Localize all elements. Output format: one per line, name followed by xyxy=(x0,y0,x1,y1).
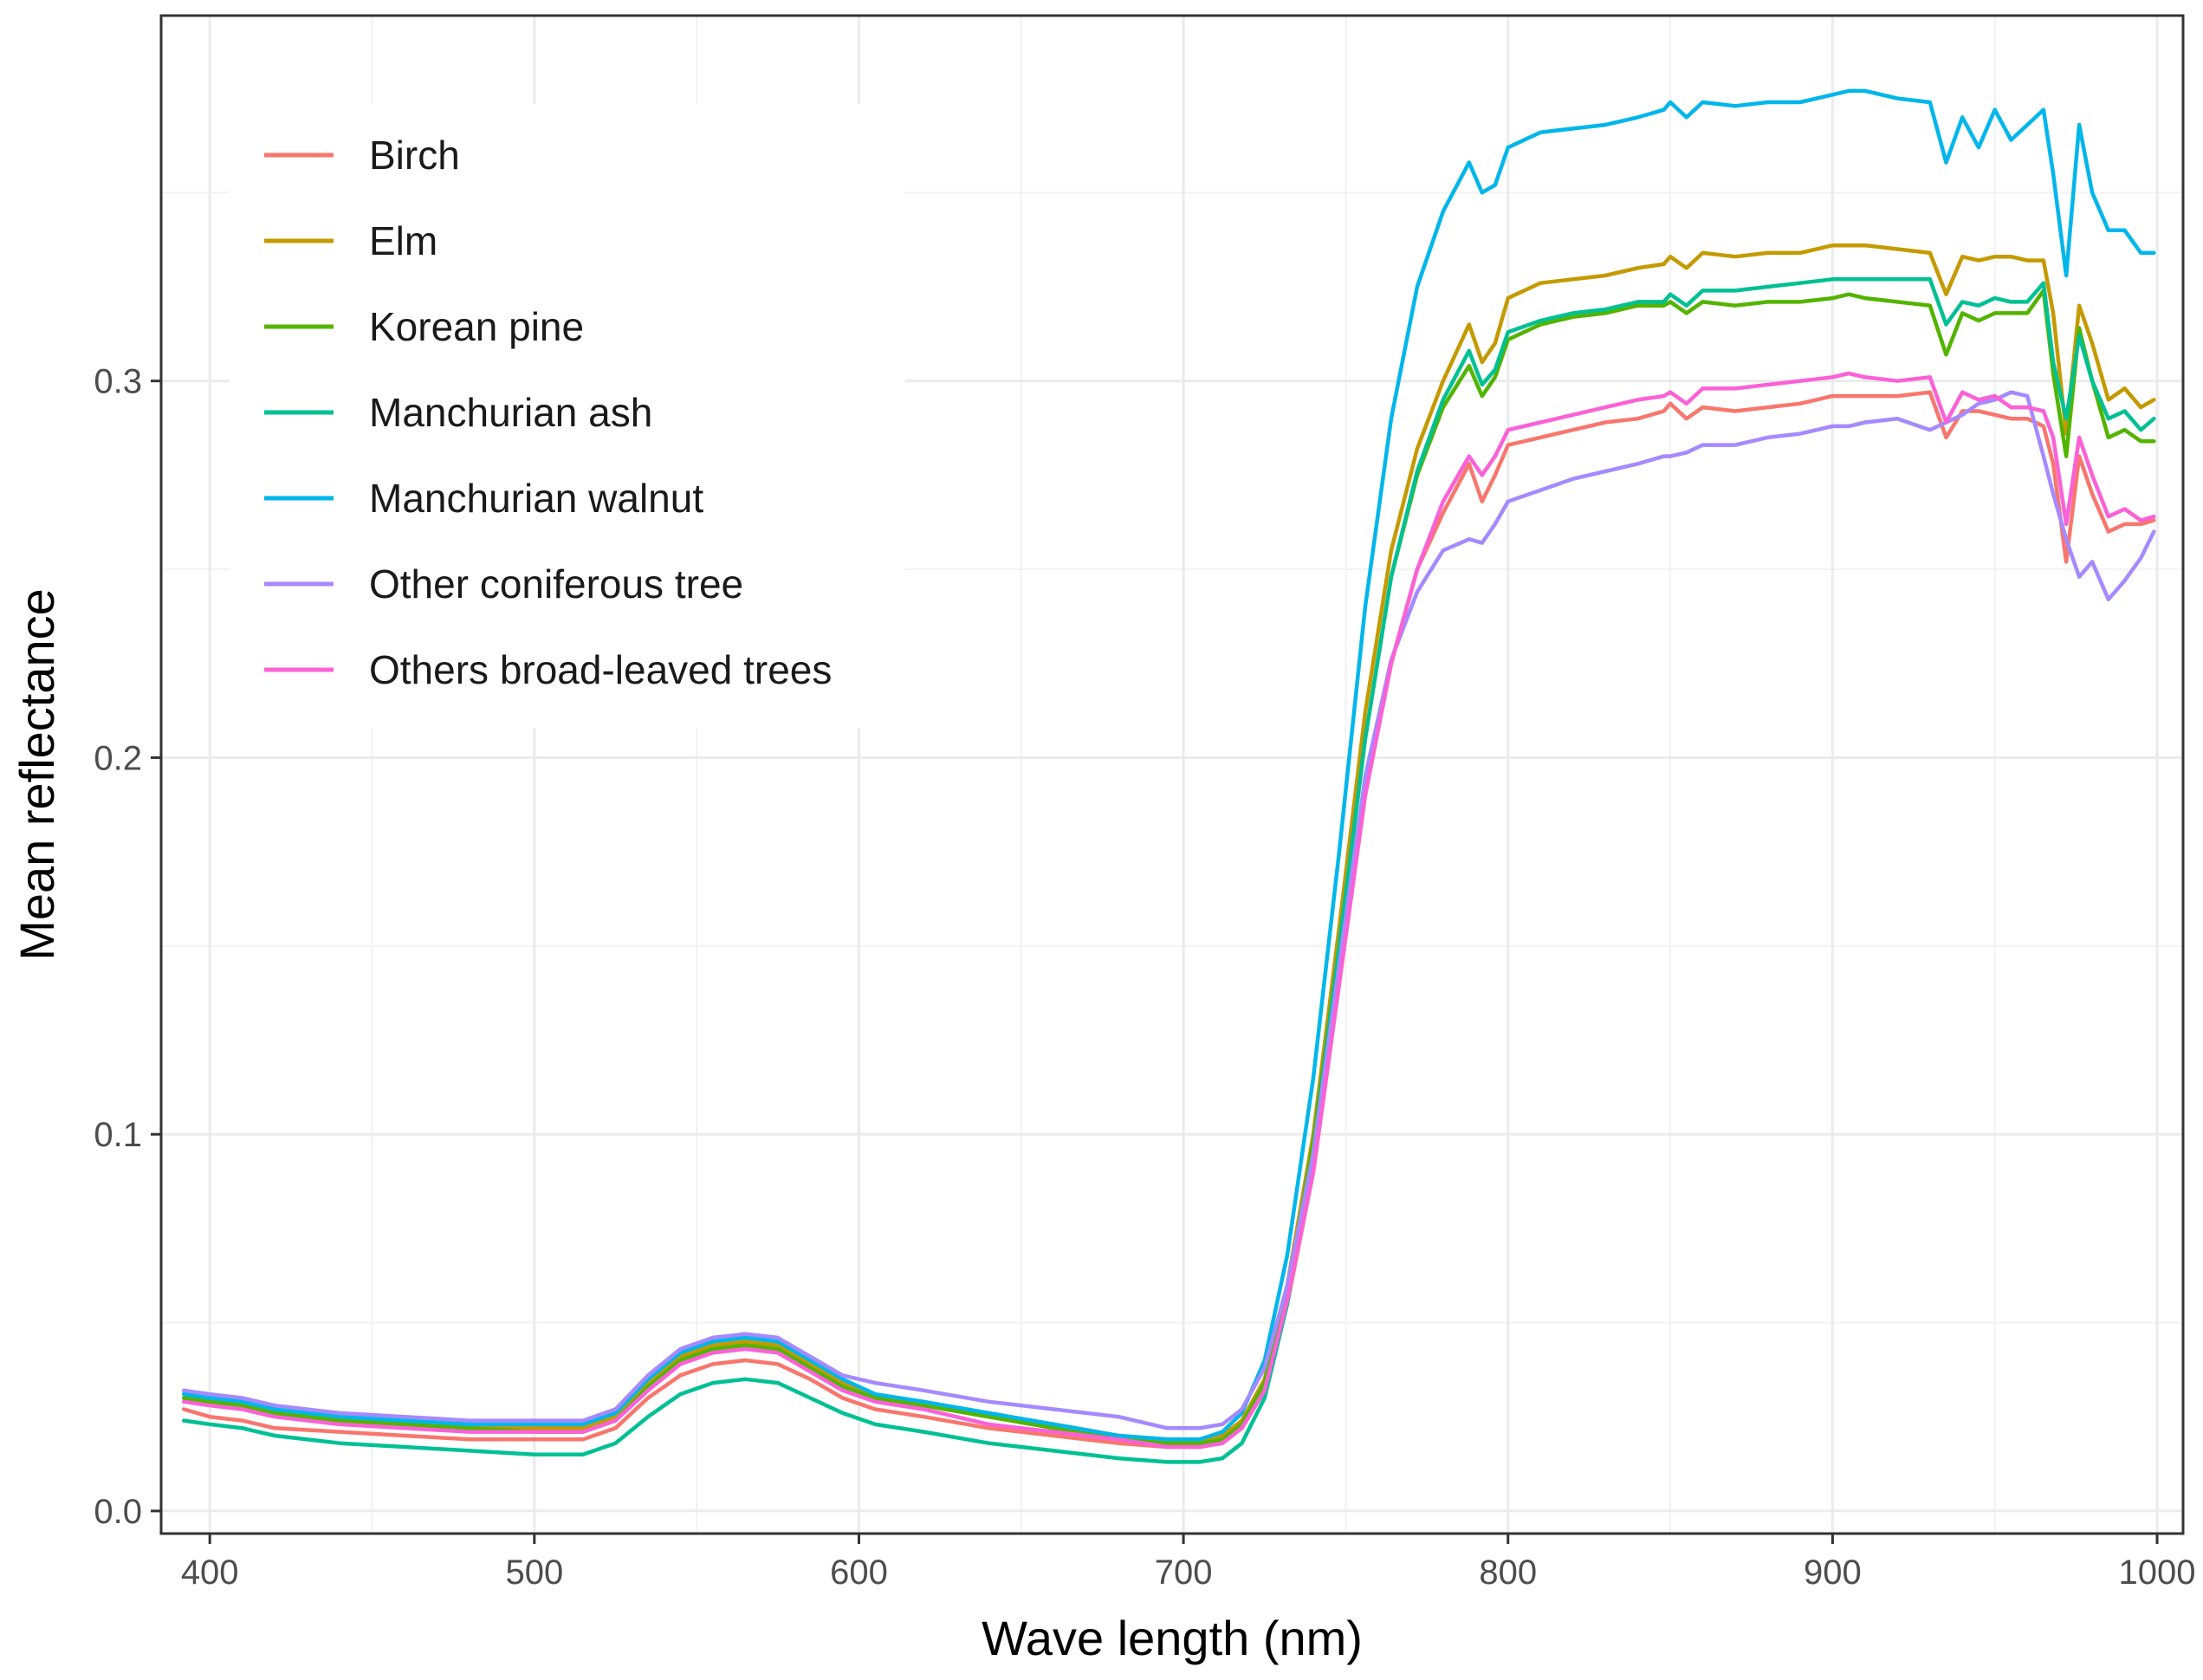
legend-label-elm: Elm xyxy=(369,218,437,263)
series-line-manchurian-ash xyxy=(181,277,2156,1464)
legend-box xyxy=(230,104,905,728)
legend-label-manchurian-walnut: Manchurian walnut xyxy=(369,476,703,521)
series-line-others-broad-leaved-trees xyxy=(181,371,2156,1450)
legend-label-manchurian-ash: Manchurian ash xyxy=(369,390,652,435)
legend-label-others-broad-leaved-trees: Others broad-leaved trees xyxy=(369,647,832,692)
x-tick-label: 400 xyxy=(181,1554,239,1592)
x-tick-label: 600 xyxy=(830,1554,888,1592)
y-tick-label: 0.2 xyxy=(94,739,142,777)
x-tick-label: 900 xyxy=(1804,1554,1862,1592)
x-tick-label: 800 xyxy=(1479,1554,1537,1592)
series-line-other-coniferous-tree xyxy=(181,390,2156,1430)
series-lines xyxy=(181,88,2156,1464)
legend-label-other-coniferous-tree: Other coniferous tree xyxy=(369,561,743,606)
y-axis-title: Mean reflectance xyxy=(10,588,64,961)
y-tick-label: 0.0 xyxy=(94,1493,142,1531)
legend: Birch Elm Korean pine Manchurian ash Manchur… xyxy=(230,104,905,728)
grid-minor xyxy=(161,16,2183,1534)
y-axis: 0.0 0.1 0.2 0.3 xyxy=(94,363,161,1531)
series-line-korean-pine xyxy=(181,289,2156,1445)
series-line-manchurian-walnut xyxy=(181,88,2156,1442)
x-axis-title: Wave length (nm) xyxy=(982,1611,1363,1665)
series-line-birch xyxy=(181,390,2156,1450)
y-tick-label: 0.1 xyxy=(94,1116,142,1154)
legend-label-korean-pine: Korean pine xyxy=(369,304,584,349)
x-axis: 400 500 600 700 800 900 1000 xyxy=(181,1534,2196,1592)
x-tick-label: 1000 xyxy=(2119,1554,2196,1592)
legend-label-birch: Birch xyxy=(369,133,460,178)
plot-border xyxy=(159,14,2185,1535)
x-tick-label: 700 xyxy=(1155,1554,1213,1592)
y-tick-label: 0.3 xyxy=(94,363,142,401)
series-line-elm xyxy=(181,243,2156,1442)
x-tick-label: 500 xyxy=(505,1554,563,1592)
